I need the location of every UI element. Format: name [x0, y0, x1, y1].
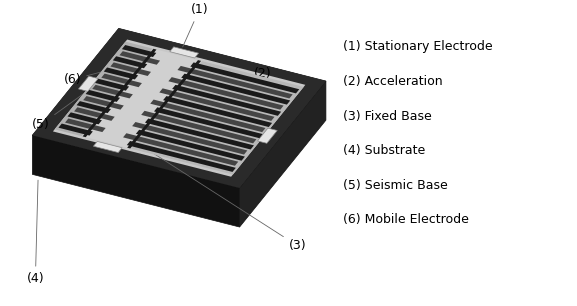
Polygon shape [58, 124, 93, 136]
Polygon shape [132, 122, 248, 155]
Text: (4) Substrate: (4) Substrate [343, 144, 425, 157]
Polygon shape [83, 49, 156, 137]
Polygon shape [127, 60, 201, 148]
Polygon shape [145, 118, 254, 150]
Text: (1) Stationary Electrode: (1) Stationary Electrode [343, 40, 493, 53]
Text: (3): (3) [149, 150, 306, 252]
Polygon shape [141, 111, 256, 143]
Polygon shape [77, 101, 111, 113]
Polygon shape [168, 77, 284, 110]
Polygon shape [163, 96, 272, 127]
Polygon shape [104, 67, 138, 80]
Polygon shape [172, 85, 281, 116]
Polygon shape [93, 141, 122, 153]
Text: (4): (4) [27, 180, 44, 285]
Polygon shape [122, 45, 156, 57]
Polygon shape [159, 88, 275, 121]
Polygon shape [65, 118, 106, 132]
Polygon shape [32, 135, 239, 227]
Polygon shape [123, 133, 238, 166]
Polygon shape [127, 141, 236, 172]
Polygon shape [150, 99, 265, 132]
Polygon shape [68, 112, 102, 124]
Polygon shape [55, 42, 152, 136]
Text: (2) Acceleration: (2) Acceleration [343, 75, 443, 88]
Text: (6) Mobile Electrode: (6) Mobile Electrode [343, 214, 469, 226]
Polygon shape [78, 76, 98, 91]
Polygon shape [154, 107, 263, 138]
Polygon shape [32, 28, 326, 188]
Polygon shape [74, 107, 115, 121]
Polygon shape [110, 62, 151, 76]
Polygon shape [83, 96, 124, 110]
Polygon shape [86, 50, 198, 148]
Polygon shape [92, 85, 133, 99]
Polygon shape [190, 62, 299, 93]
Text: (5): (5) [32, 74, 111, 131]
Polygon shape [95, 79, 129, 91]
Polygon shape [178, 66, 293, 99]
Text: (1): (1) [183, 3, 208, 47]
Polygon shape [132, 61, 304, 175]
Polygon shape [53, 39, 305, 177]
Polygon shape [136, 130, 245, 161]
Polygon shape [32, 28, 326, 188]
Text: (3) Fixed Base: (3) Fixed Base [343, 110, 432, 123]
Polygon shape [170, 47, 198, 58]
Polygon shape [257, 128, 277, 143]
Polygon shape [102, 74, 142, 87]
Polygon shape [119, 51, 160, 65]
Polygon shape [181, 74, 290, 105]
Text: (6): (6) [63, 56, 162, 86]
Polygon shape [85, 90, 120, 102]
Text: (5) Seismic Base: (5) Seismic Base [343, 179, 448, 192]
Text: (2): (2) [254, 67, 272, 97]
Polygon shape [113, 56, 147, 68]
Polygon shape [239, 81, 326, 227]
